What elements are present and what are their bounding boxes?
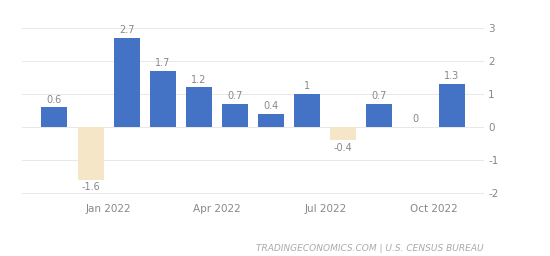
Text: 1: 1 xyxy=(304,81,310,91)
Bar xyxy=(150,71,176,127)
Text: 0.4: 0.4 xyxy=(263,101,279,111)
Bar xyxy=(258,114,284,127)
Bar xyxy=(294,94,320,127)
Bar xyxy=(41,107,68,127)
Text: 0.7: 0.7 xyxy=(372,91,387,101)
Text: -1.6: -1.6 xyxy=(81,183,100,193)
Bar xyxy=(222,104,248,127)
Text: 1.3: 1.3 xyxy=(444,71,459,81)
Bar xyxy=(438,84,465,127)
Bar xyxy=(78,127,103,180)
Text: TRADINGECONOMICS.COM | U.S. CENSUS BUREAU: TRADINGECONOMICS.COM | U.S. CENSUS BUREA… xyxy=(256,244,484,253)
Bar xyxy=(114,38,140,127)
Text: 2.7: 2.7 xyxy=(119,25,134,35)
Text: -0.4: -0.4 xyxy=(334,143,353,153)
Text: 0.7: 0.7 xyxy=(227,91,243,101)
Text: 0.6: 0.6 xyxy=(47,94,62,104)
Text: 0: 0 xyxy=(412,114,419,124)
Bar xyxy=(366,104,392,127)
Text: 1.2: 1.2 xyxy=(191,75,207,85)
Text: 1.7: 1.7 xyxy=(155,58,170,68)
Bar xyxy=(186,87,212,127)
Bar xyxy=(330,127,356,140)
